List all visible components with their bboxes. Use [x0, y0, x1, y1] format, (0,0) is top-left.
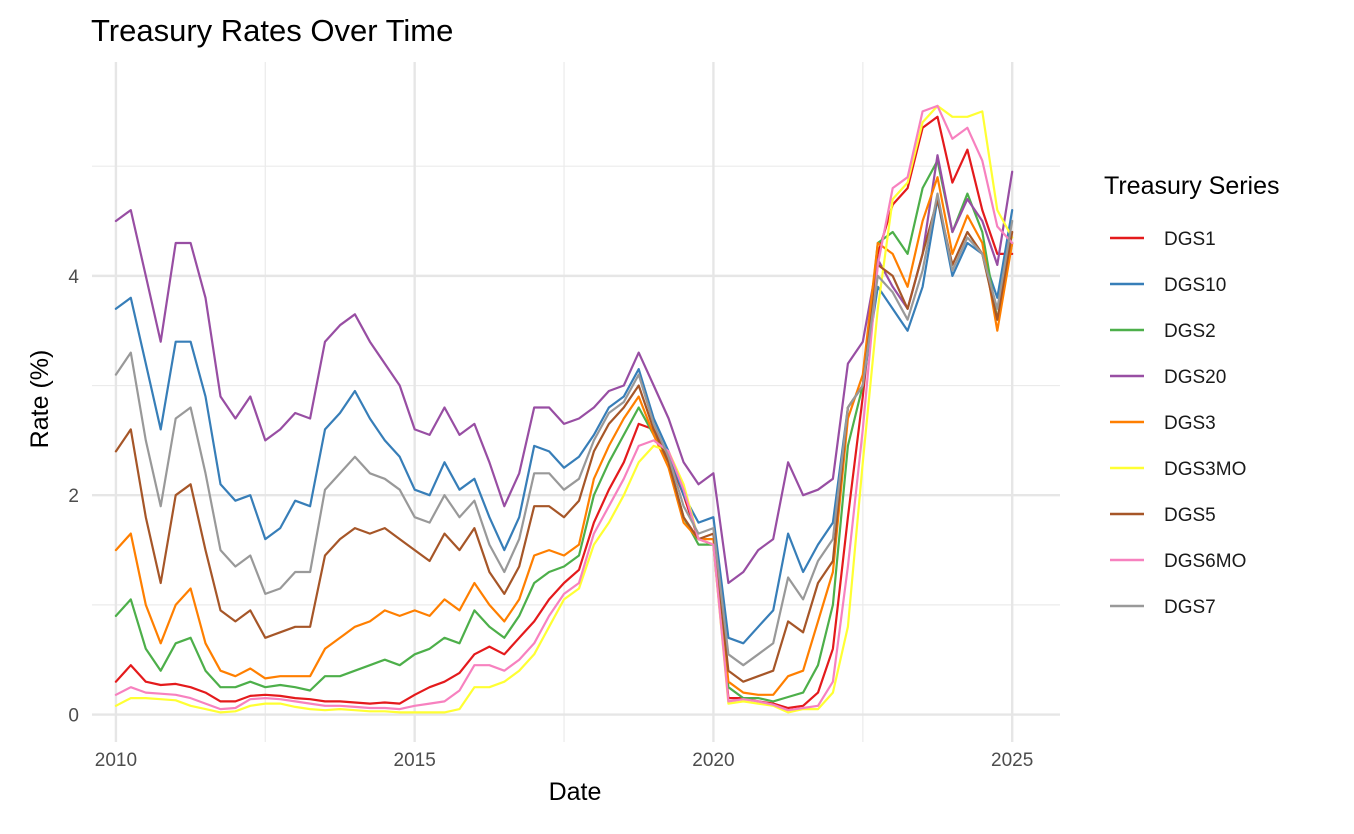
- legend-label-dgs3mo: DGS3MO: [1164, 459, 1246, 480]
- y-tick-label: 2: [68, 486, 79, 507]
- series-line-dgs1: [114, 115, 1014, 710]
- legend-label-dgs1: DGS1: [1164, 229, 1216, 250]
- legend-label-dgs2: DGS2: [1164, 321, 1216, 342]
- legend-label-dgs6mo: DGS6MO: [1164, 551, 1246, 572]
- x-tick-label: 2020: [692, 750, 734, 771]
- legend-title: Treasury Series: [1104, 172, 1280, 200]
- legend-label-dgs3: DGS3: [1164, 413, 1216, 434]
- series-line-dgs6mo: [114, 104, 1014, 712]
- x-axis-title: Date: [549, 778, 602, 806]
- series-line-dgs3: [114, 176, 1014, 696]
- legend-label-dgs20: DGS20: [1164, 367, 1226, 388]
- x-tick-label: 2025: [991, 750, 1033, 771]
- x-tick-label: 2015: [394, 750, 436, 771]
- series-line-dgs3mo: [114, 104, 1014, 714]
- x-axis-ticks: 2010 2015 2020 2025: [95, 750, 1034, 771]
- legend-label-dgs10: DGS10: [1164, 275, 1226, 296]
- chart-title: Treasury Rates Over Time: [91, 13, 453, 48]
- y-axis-ticks: 0 2 4: [68, 267, 79, 727]
- legend-label-dgs7: DGS7: [1164, 597, 1216, 618]
- series-lines: [114, 104, 1014, 714]
- series-line-dgs7: [114, 192, 1014, 667]
- series-line-dgs20: [114, 154, 1014, 585]
- y-tick-label: 0: [68, 706, 79, 727]
- grid-lines: [92, 62, 1060, 742]
- y-axis-title: Rate (%): [26, 350, 54, 449]
- legend: Treasury Series DGS1 DGS10 DGS2 DGS20 DGS3 DG…: [1104, 172, 1280, 618]
- y-tick-label: 4: [68, 267, 79, 288]
- legend-label-dgs5: DGS5: [1164, 505, 1216, 526]
- x-tick-label: 2010: [95, 750, 137, 771]
